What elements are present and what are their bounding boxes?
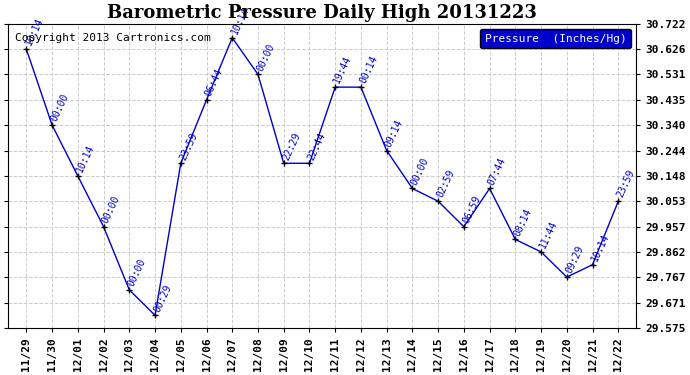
Text: 00:00: 00:00	[409, 156, 431, 186]
Text: 09:29: 09:29	[564, 244, 585, 275]
Text: 09:14: 09:14	[384, 118, 405, 148]
Text: 22:29: 22:29	[281, 130, 302, 161]
Text: 08:14: 08:14	[512, 207, 534, 237]
Text: 00:29: 00:29	[152, 282, 173, 314]
Text: 00:00: 00:00	[126, 257, 148, 288]
Legend: Pressure  (Inches/Hg): Pressure (Inches/Hg)	[480, 29, 631, 48]
Text: 00:00: 00:00	[49, 92, 70, 123]
Text: 19:44: 19:44	[332, 54, 353, 85]
Text: 00:00: 00:00	[101, 194, 122, 225]
Text: 23:59: 23:59	[615, 168, 637, 199]
Text: 07:44: 07:44	[486, 156, 508, 186]
Text: Copyright 2013 Cartronics.com: Copyright 2013 Cartronics.com	[14, 33, 210, 43]
Text: 11:44: 11:44	[538, 219, 560, 250]
Text: 10:14: 10:14	[229, 5, 250, 36]
Text: 23:59: 23:59	[178, 130, 199, 161]
Title: Barometric Pressure Daily High 20131223: Barometric Pressure Daily High 20131223	[108, 4, 538, 22]
Text: 10:14: 10:14	[75, 143, 96, 174]
Text: 22:44: 22:44	[306, 130, 328, 161]
Text: 10:14: 10:14	[23, 16, 45, 47]
Text: 06:59: 06:59	[461, 194, 482, 225]
Text: 00:14: 00:14	[358, 54, 380, 85]
Text: 02:59: 02:59	[435, 168, 457, 199]
Text: 06:44: 06:44	[204, 67, 225, 98]
Text: 10:14: 10:14	[589, 232, 611, 263]
Text: 00:00: 00:00	[255, 42, 277, 72]
